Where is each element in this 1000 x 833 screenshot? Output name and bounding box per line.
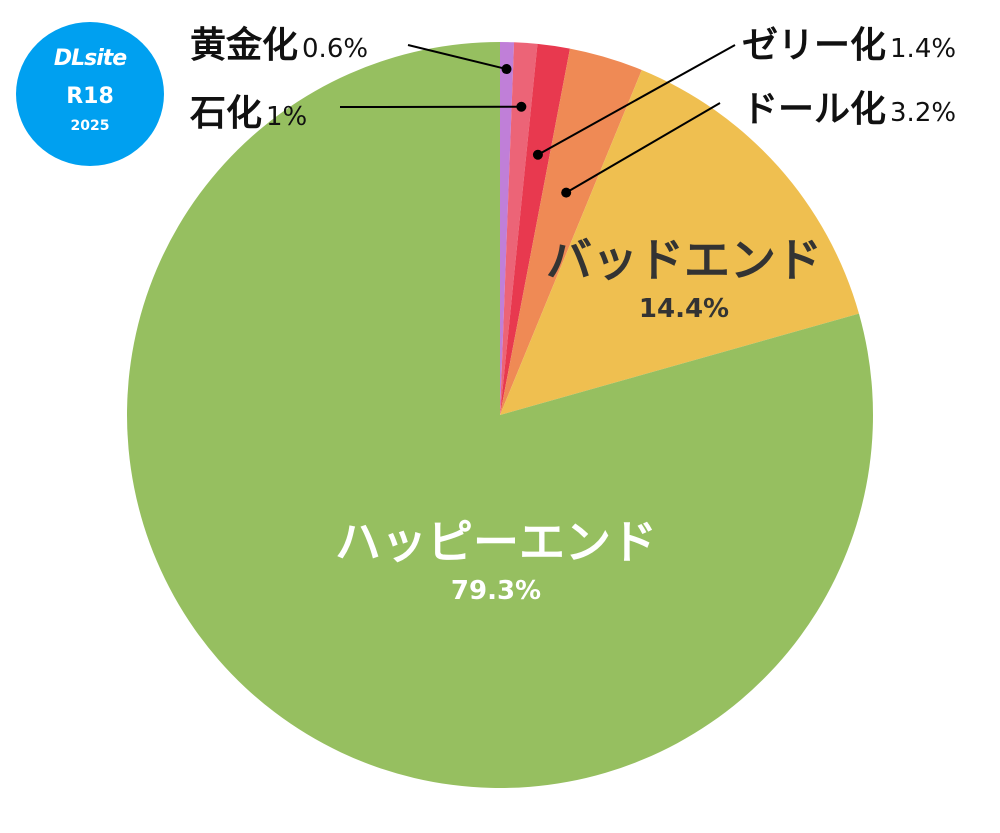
label-doll-pct: 3.2% xyxy=(890,98,957,128)
label-doll: ドール化 3.2% xyxy=(742,80,956,132)
pie-slice xyxy=(500,43,570,416)
label-stone-name: 石化 xyxy=(190,93,263,134)
pie-slice xyxy=(500,48,642,415)
logo-brand: DLsite xyxy=(53,46,127,71)
leader-dot xyxy=(501,64,512,75)
leader-dot xyxy=(516,101,527,112)
label-happy-end-pct: 79.3% xyxy=(450,576,542,606)
label-gold-name: 黄金化 xyxy=(190,25,299,66)
label-happy-end: ハッピーエンド 79.3% xyxy=(296,506,696,606)
leader-line xyxy=(565,102,721,194)
label-bad-end: バッドエンド 14.4% xyxy=(534,224,834,324)
label-bad-end-name: バッドエンド xyxy=(546,233,822,287)
label-gold: 黄金化 0.6% xyxy=(190,16,368,68)
label-gold-pct: 0.6% xyxy=(302,34,369,64)
pie-slice xyxy=(500,70,859,415)
label-doll-name: ドール化 xyxy=(742,89,887,130)
label-happy-end-name: ハッピーエンド xyxy=(335,515,657,569)
leader-dot xyxy=(532,149,543,160)
leader-dot xyxy=(561,187,572,198)
label-jelly-name: ゼリー化 xyxy=(742,25,887,66)
pie-slice xyxy=(127,42,874,788)
label-stone-pct: 1% xyxy=(266,102,308,132)
leader-line xyxy=(537,44,736,156)
logo-rating: R18 xyxy=(66,84,114,109)
label-jelly-pct: 1.4% xyxy=(890,34,957,64)
dlsite-logo: DLsite R18 2025 xyxy=(16,22,164,166)
logo-year: 2025 xyxy=(70,118,110,134)
pie-slice xyxy=(500,42,538,415)
pie-slice xyxy=(500,42,515,415)
label-bad-end-pct: 14.4% xyxy=(638,294,730,324)
label-jelly: ゼリー化 1.4% xyxy=(742,16,956,68)
label-stone: 石化 1% xyxy=(190,84,307,136)
leader-line xyxy=(407,44,507,71)
